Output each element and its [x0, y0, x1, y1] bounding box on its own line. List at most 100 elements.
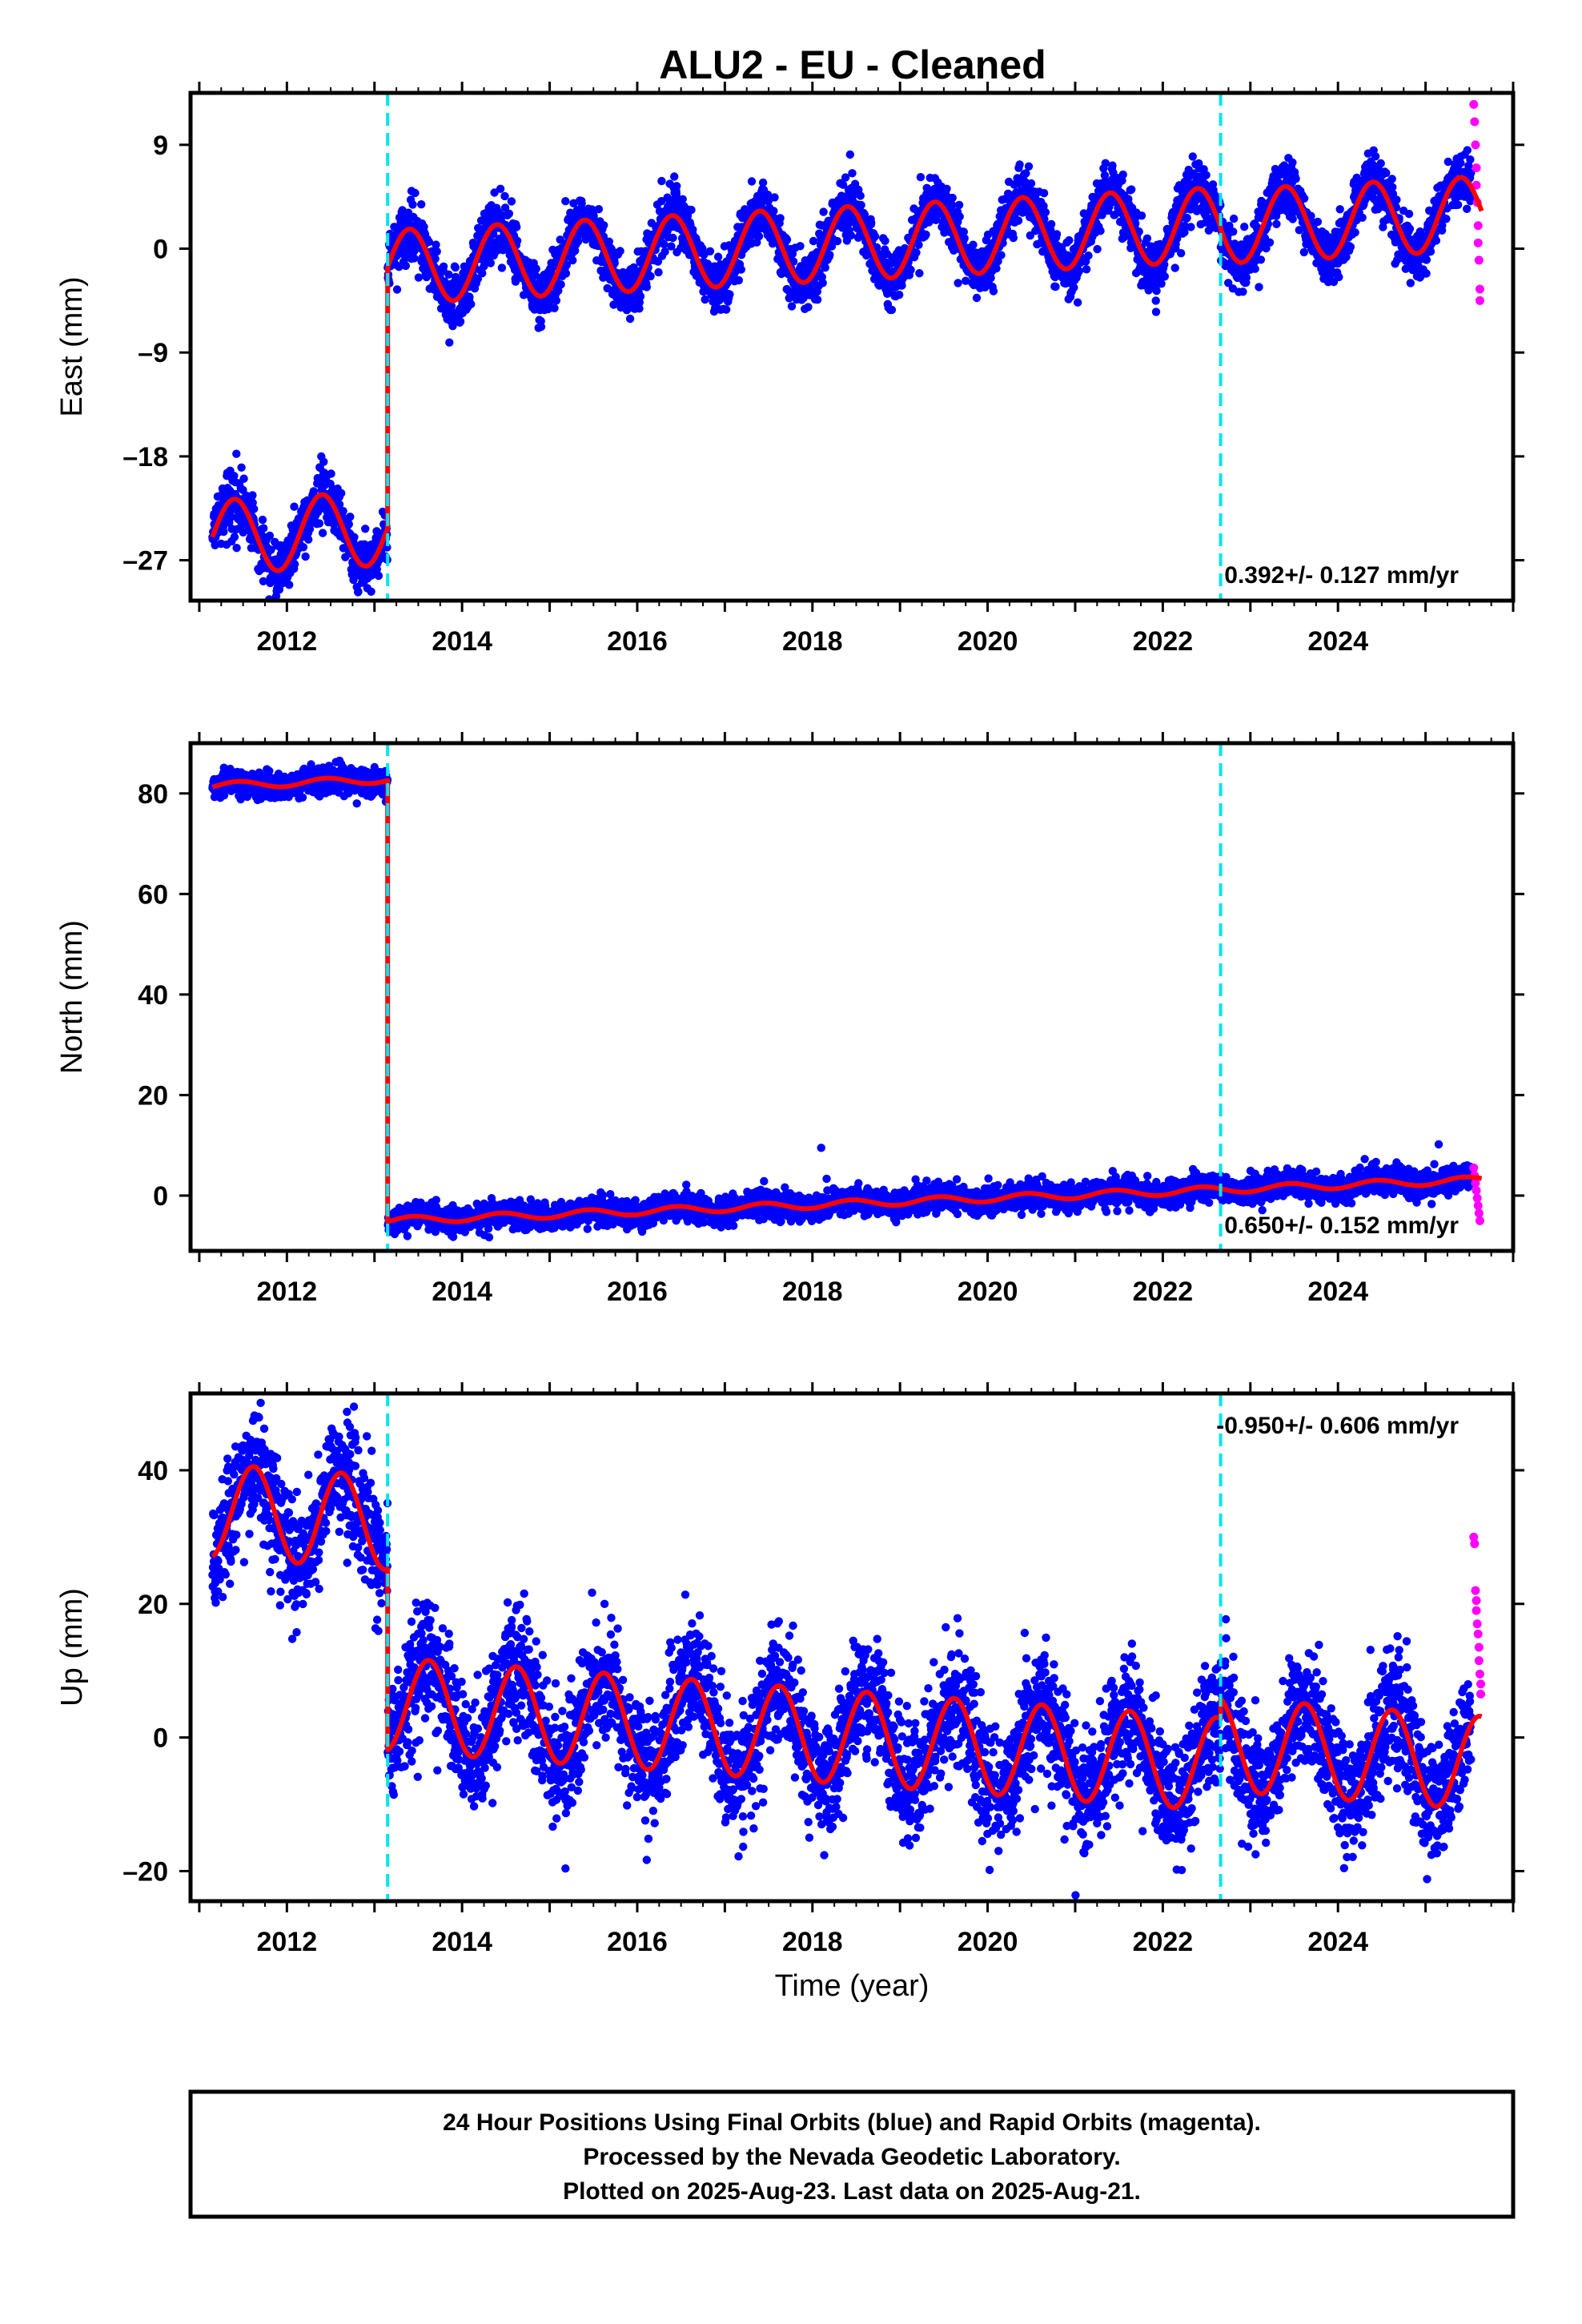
final-orbit-point: [867, 218, 876, 227]
final-orbit-point: [451, 263, 460, 272]
final-orbit-point: [1084, 251, 1093, 260]
final-orbit-point: [335, 500, 344, 509]
final-orbit-point: [432, 240, 440, 249]
final-orbit-point: [577, 199, 586, 208]
final-orbit-point: [1052, 230, 1062, 239]
final-orbit-point: [497, 263, 507, 272]
y-tick-label: 9: [153, 131, 168, 161]
final-orbit-point: [250, 505, 259, 513]
final-orbit-point: [1463, 146, 1472, 155]
final-orbit-point: [667, 242, 676, 251]
final-orbit-point: [227, 513, 236, 521]
final-orbit-point: [881, 236, 889, 245]
final-orbit-point: [713, 252, 723, 261]
final-orbit-point: [770, 193, 779, 202]
final-orbit-point: [1009, 233, 1018, 243]
final-orbit-point: [1404, 209, 1414, 219]
final-orbit-point: [809, 236, 818, 246]
final-orbit-point: [561, 197, 570, 206]
x-tick-label: 2020: [958, 626, 1018, 657]
final-orbit-point: [821, 263, 829, 272]
final-orbit-point: [600, 221, 608, 230]
x-tick-label: 2022: [1133, 626, 1194, 657]
final-orbit-point: [232, 449, 241, 458]
final-orbit-point: [1157, 279, 1166, 288]
final-orbit-point: [473, 275, 483, 283]
final-orbit-point: [1151, 308, 1161, 316]
final-orbit-point: [504, 209, 514, 218]
final-orbit-point: [914, 240, 923, 249]
rapid-orbit-point: [1475, 296, 1484, 305]
final-orbit-point: [989, 287, 998, 296]
final-orbit-point: [1442, 215, 1451, 223]
final-orbit-point: [392, 285, 402, 294]
final-orbit-point: [747, 177, 757, 186]
final-orbit-point: [445, 338, 454, 347]
final-orbit-point: [367, 587, 375, 596]
final-orbit-point: [758, 178, 768, 187]
final-orbit-point: [346, 513, 355, 521]
final-orbit-point: [1351, 228, 1359, 237]
final-orbit-point: [689, 225, 697, 234]
final-orbit-point: [512, 236, 522, 245]
final-orbit-point: [846, 231, 856, 240]
velocity-label: 0.392+/- 0.127 mm/yr: [1224, 562, 1459, 589]
final-orbit-point: [921, 230, 930, 239]
final-orbit-point: [512, 223, 521, 231]
y-tick-label: –9: [138, 338, 168, 368]
final-orbit-point: [845, 150, 855, 159]
final-orbit-point: [1466, 155, 1475, 164]
final-orbit-point: [230, 533, 239, 541]
final-orbit-point: [1151, 296, 1160, 305]
final-orbit-point: [1082, 265, 1091, 274]
final-orbit-point: [787, 302, 797, 311]
final-orbit-point: [478, 269, 487, 278]
final-orbit-point: [556, 235, 564, 244]
final-orbit-point: [339, 507, 347, 516]
final-orbit-point: [660, 239, 669, 249]
final-orbit-point: [1335, 272, 1343, 282]
final-orbit-point: [424, 237, 433, 247]
rapid-orbit-point: [1471, 140, 1480, 150]
final-orbit-point: [1070, 283, 1078, 292]
final-orbit-point: [1051, 282, 1060, 292]
final-orbit-point: [480, 262, 488, 271]
final-orbit-point: [315, 519, 324, 528]
final-orbit-point: [705, 247, 715, 255]
final-orbit-point: [1137, 211, 1146, 220]
final-orbit-point: [1291, 175, 1300, 183]
final-orbit-point: [992, 264, 1001, 273]
final-orbit-point: [299, 543, 308, 552]
final-orbit-point: [813, 296, 822, 304]
final-orbit-point: [656, 197, 666, 206]
final-orbit-point: [1288, 158, 1297, 167]
final-orbit-point: [1346, 243, 1355, 251]
final-orbit-point: [635, 304, 644, 313]
final-orbit-point: [259, 524, 268, 533]
final-orbit-point: [669, 233, 677, 243]
final-orbit-point: [1405, 224, 1415, 233]
final-orbit-point: [447, 301, 456, 311]
final-orbit-point: [490, 188, 499, 197]
final-orbit-point: [725, 290, 734, 299]
final-orbit-point: [301, 552, 310, 561]
final-orbit-point: [1358, 213, 1367, 222]
y-tick-label: –27: [122, 546, 168, 577]
final-orbit-point: [856, 191, 865, 200]
final-orbit-point: [410, 254, 419, 263]
plot-area: [208, 99, 1484, 601]
final-orbit-point: [304, 535, 313, 544]
final-orbit-point: [556, 280, 565, 289]
final-orbit-point: [1160, 272, 1170, 281]
final-orbit-point: [401, 261, 410, 271]
final-orbit-point: [1074, 267, 1084, 275]
final-orbit-point: [948, 193, 957, 203]
final-orbit-point: [1024, 162, 1034, 171]
final-orbit-point: [857, 200, 865, 210]
final-orbit-point: [796, 242, 805, 251]
final-orbit-point: [969, 240, 978, 249]
final-orbit-point: [344, 520, 353, 529]
final-orbit-point: [569, 199, 578, 207]
final-orbit-point: [562, 260, 571, 270]
final-orbit-point: [259, 577, 268, 585]
